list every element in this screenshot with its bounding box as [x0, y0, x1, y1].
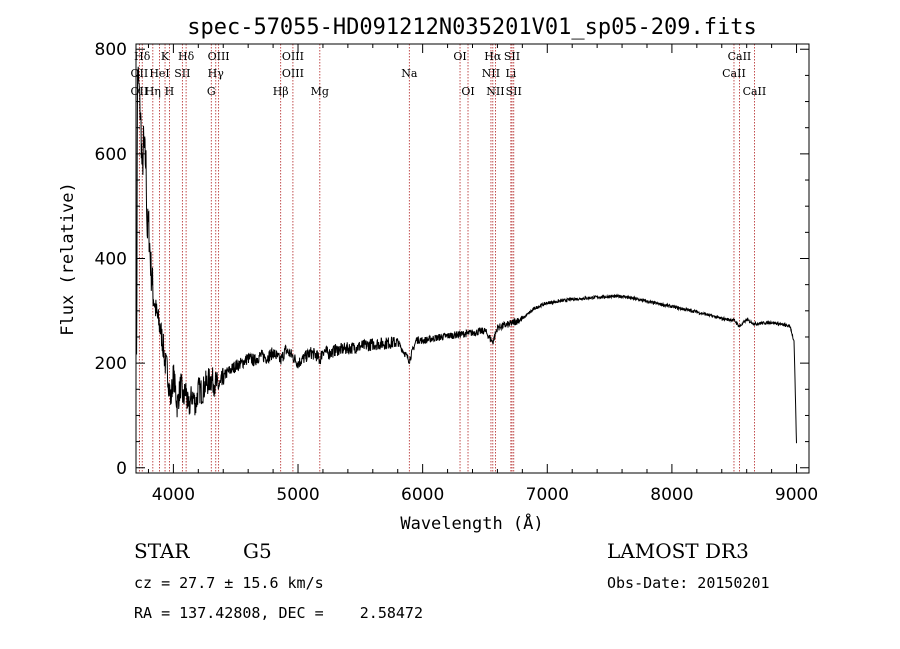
y-tick-label: 200 — [95, 354, 127, 374]
spectral-line-label: Hγ — [208, 67, 225, 80]
redshift: cz = 27.7 ± 15.6 km/s — [134, 574, 324, 592]
x-axis: 4000 5000 6000 7000 8000 9000 — [147, 44, 818, 505]
y-tick-label: 0 — [116, 459, 127, 479]
spectral-line-label: Hδ — [178, 50, 195, 63]
spectral-line-label: Hα — [484, 50, 502, 63]
x-tick-label: 6000 — [401, 485, 444, 505]
y-axis-label: Flux (relative) — [58, 182, 78, 336]
x-tick-label: 9000 — [775, 485, 818, 505]
spectral-line-label: OI — [453, 50, 466, 63]
spectral-line-label: SII — [174, 67, 190, 80]
spectral-line-label: CaII — [728, 50, 752, 63]
x-tick-label: 7000 — [526, 485, 569, 505]
subclass: G5 — [243, 539, 272, 563]
y-tick-label: 800 — [95, 40, 127, 60]
spectral-line-label: CaII — [743, 85, 767, 98]
spectral-line-label: NII — [482, 67, 500, 80]
y-tick-label: 600 — [95, 145, 127, 165]
y-tick-label: 400 — [95, 250, 127, 270]
x-tick-label: 5000 — [276, 485, 319, 505]
spectral-line-label: G — [207, 85, 216, 98]
spectral-line-label: Hη — [145, 85, 161, 98]
spectral-line-label: OIII — [282, 50, 304, 63]
chart-title: spec-57055-HD091212N035201V01_sp05-209.f… — [187, 15, 757, 40]
spectrum-line — [135, 66, 797, 444]
spectral-line-label: SII — [504, 50, 520, 63]
spectral-line-label: SII — [506, 85, 522, 98]
spectral-line-label: H — [165, 85, 175, 98]
spectral-line-label: OIII — [208, 50, 230, 63]
spectral-line-label: NII — [486, 85, 504, 98]
spectral-line-label: OI — [461, 85, 474, 98]
spectral-line-label: HeI — [149, 67, 169, 80]
spectral-line-label: K — [161, 50, 170, 63]
x-tick-label: 8000 — [650, 485, 693, 505]
spectral-line-label: Li — [505, 67, 516, 80]
spectral-line-label: Hβ — [273, 85, 289, 98]
spectral-line-label: Mg — [311, 85, 329, 98]
survey-name: LAMOST DR3 — [607, 539, 749, 563]
spectral-line-label: CaII — [722, 67, 746, 80]
spectrum-series — [135, 66, 797, 444]
x-tick-label: 4000 — [152, 485, 195, 505]
spectral-line-label: OIII — [282, 67, 304, 80]
observation-date: Obs-Date: 20150201 — [607, 574, 770, 592]
y-axis: 0 200 400 600 800 — [95, 40, 809, 479]
x-axis-label: Wavelength (Å) — [400, 512, 543, 534]
spectral-line-label: Na — [401, 67, 418, 80]
object-type: STAR — [134, 539, 190, 563]
spectral-line-label: OII — [131, 67, 149, 80]
coordinates: RA = 137.42808, DEC = 2.58472 — [134, 604, 423, 622]
spectral-line-label: Hδ — [134, 50, 151, 63]
